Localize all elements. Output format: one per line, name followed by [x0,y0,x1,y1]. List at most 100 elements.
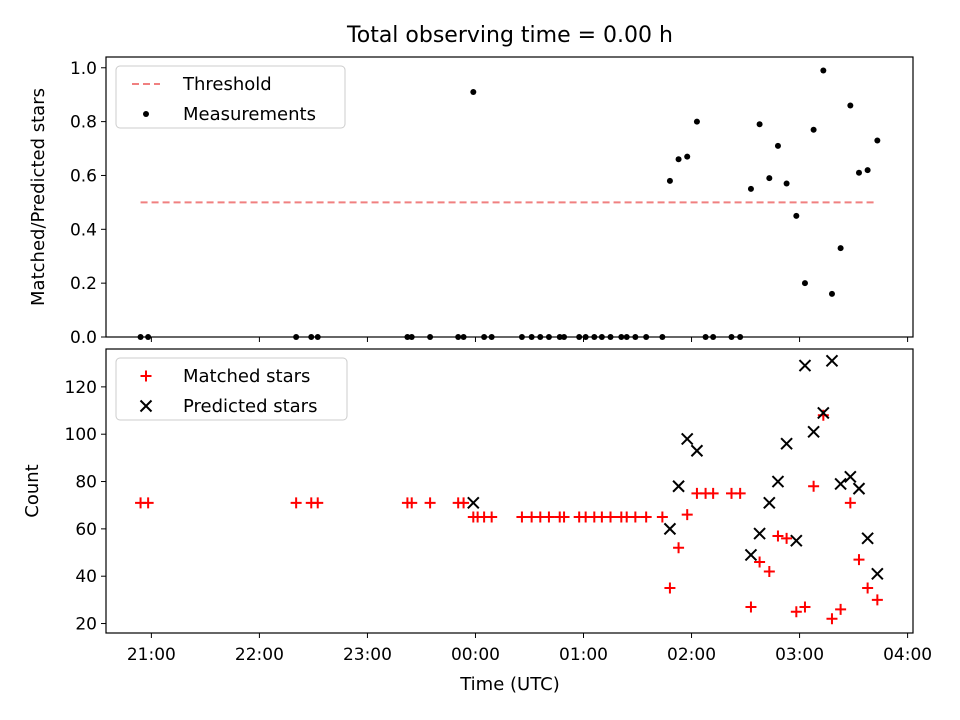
data-point [744,548,758,562]
data-point [820,67,827,74]
y-axis-label: Count [22,464,43,517]
data-point [855,169,862,176]
x-tick-label: 04:00 [883,645,932,665]
data-point [808,480,820,492]
legend: Matched stars Predicted stars [115,357,348,421]
data-point [861,532,874,545]
data-point [558,511,570,523]
data-point [798,359,812,372]
legend-marker [143,111,149,117]
data-point [756,121,763,128]
data-point [780,437,793,450]
data-point [681,432,694,446]
legend-marker [139,399,153,413]
legend-label: Measurements [183,104,316,125]
data-point [664,582,676,594]
x-tick-label: 23:00 [343,645,392,665]
series-predicted-stars [467,354,884,581]
data-point [874,137,881,144]
data-point [826,613,838,625]
data-point [847,102,854,109]
data-point [801,280,808,287]
data-point [834,477,847,491]
data-point [663,522,677,536]
y-axis-label: Matched/Predicted stars [28,88,49,306]
y-tick-label: 100 [65,425,97,445]
data-point [745,601,757,613]
y-tick-label: 60 [75,520,97,540]
data-point [605,511,617,523]
data-point [844,470,857,484]
y-tick-label: 0.4 [70,220,97,240]
legend-label: Matched stars [183,366,310,387]
data-point [675,156,682,163]
data-point [424,497,436,509]
x-tick-label: 02:00 [667,645,716,665]
data-point [835,603,847,615]
data-point [516,511,528,523]
data-point [763,496,776,510]
data-point [470,89,477,95]
data-point [734,487,746,499]
data-point [142,497,154,509]
axes-frame [105,348,914,634]
figure-title: Total observing time = 0.00 h [346,23,673,48]
data-point [763,565,775,577]
x-tick-label: 00:00 [451,645,500,665]
count-panel: 20 40 60 80 100 120 21:00 22:00 23:00 00:00 01:00 0… [22,348,932,665]
data-point [693,118,700,125]
legend-label: Threshold [182,74,272,95]
x-axis-label: Time (UTC) [459,674,560,695]
legend-marker [140,370,152,382]
data-point [862,582,874,594]
y-tick-label: 0.6 [70,166,97,186]
data-point [672,480,685,493]
series-matched-stars [135,409,883,625]
axes-frame [105,56,914,338]
y-tick-label: 0.2 [70,274,97,294]
data-point [771,475,785,488]
data-point [640,511,652,523]
legend: Threshold Measurements [115,65,346,129]
data-point [817,406,830,420]
legend-label: Predicted stars [183,396,317,417]
data-point [852,482,866,495]
data-point [673,542,685,554]
data-point [837,245,844,252]
y-tick-label: 40 [75,567,97,587]
data-point [754,556,766,568]
legend-box [115,357,348,421]
data-point [690,444,704,457]
data-point [766,175,773,182]
data-point [681,509,693,521]
y-tick-label: 0.8 [70,113,97,133]
data-point [864,167,871,174]
ratio-panel: 0.0 0.2 0.4 0.6 0.8 1.0 Matched/Predicted star… [28,56,914,348]
x-tick-label: 21:00 [127,645,176,665]
data-point [807,425,820,439]
y-tick-label: 20 [75,615,97,635]
y-tick-label: 1.0 [70,59,97,79]
data-point [406,497,418,509]
legend-box [115,65,346,129]
data-point [747,185,754,192]
data-point [871,567,884,581]
data-point [790,606,802,618]
data-point [486,511,498,523]
data-point [793,212,800,219]
data-point [871,594,883,606]
data-point [312,497,324,509]
data-point [467,496,480,510]
data-point [666,177,673,184]
x-tick-label: 03:00 [775,645,824,665]
data-point [825,354,839,368]
data-point [684,153,691,160]
data-point [458,497,470,509]
data-point [774,142,781,149]
data-point [853,554,865,566]
data-point [799,601,811,613]
data-point [810,126,817,133]
data-point [543,511,555,523]
data-point [844,497,856,509]
